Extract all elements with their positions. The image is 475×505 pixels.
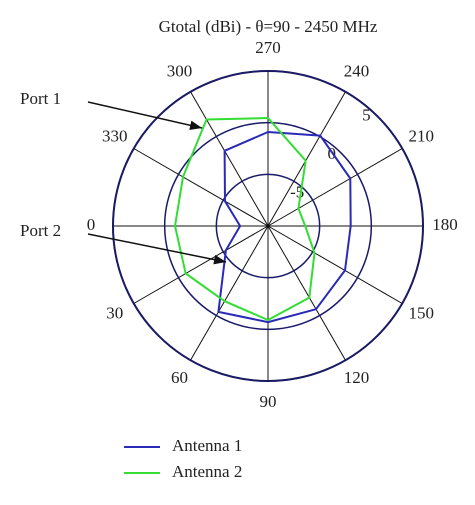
spoke [190, 91, 269, 227]
spoke [267, 91, 346, 227]
theta-tick-label: 330 [102, 126, 128, 145]
series-line [174, 117, 316, 321]
theta-tick-label: 240 [344, 62, 370, 81]
r-tick-label: 5 [362, 106, 371, 125]
spoke [133, 225, 269, 304]
theta-tick-label: 0 [87, 215, 96, 234]
annotation: Port 1 [20, 89, 61, 108]
annotation: Port 2 [20, 221, 61, 240]
theta-tick-label: 210 [409, 126, 435, 145]
theta-tick-label: 150 [409, 303, 435, 322]
theta-tick-label: 300 [167, 62, 193, 81]
theta-tick-label: 270 [255, 38, 281, 57]
theta-tick-label: 30 [106, 303, 123, 322]
legend-label: Antenna 1 [172, 436, 242, 455]
grid-ring [112, 70, 424, 382]
spoke [133, 148, 269, 227]
theta-tick-label: 60 [171, 368, 188, 387]
spoke [267, 225, 403, 304]
spoke [267, 148, 403, 227]
annotation-arrow [87, 233, 227, 265]
theta-tick-label: 120 [344, 368, 370, 387]
grid-ring [163, 121, 373, 331]
spoke [267, 225, 346, 361]
series-line [217, 131, 352, 324]
annotation-arrow [87, 101, 203, 131]
theta-tick-label: 180 [432, 215, 458, 234]
grid-ring [215, 173, 321, 279]
legend-label: Antenna 2 [172, 462, 242, 481]
spoke [190, 225, 269, 361]
theta-tick-label: 90 [260, 392, 277, 411]
chart-title: Gtotal (dBi) - θ=90 - 2450 MHz [159, 17, 378, 36]
